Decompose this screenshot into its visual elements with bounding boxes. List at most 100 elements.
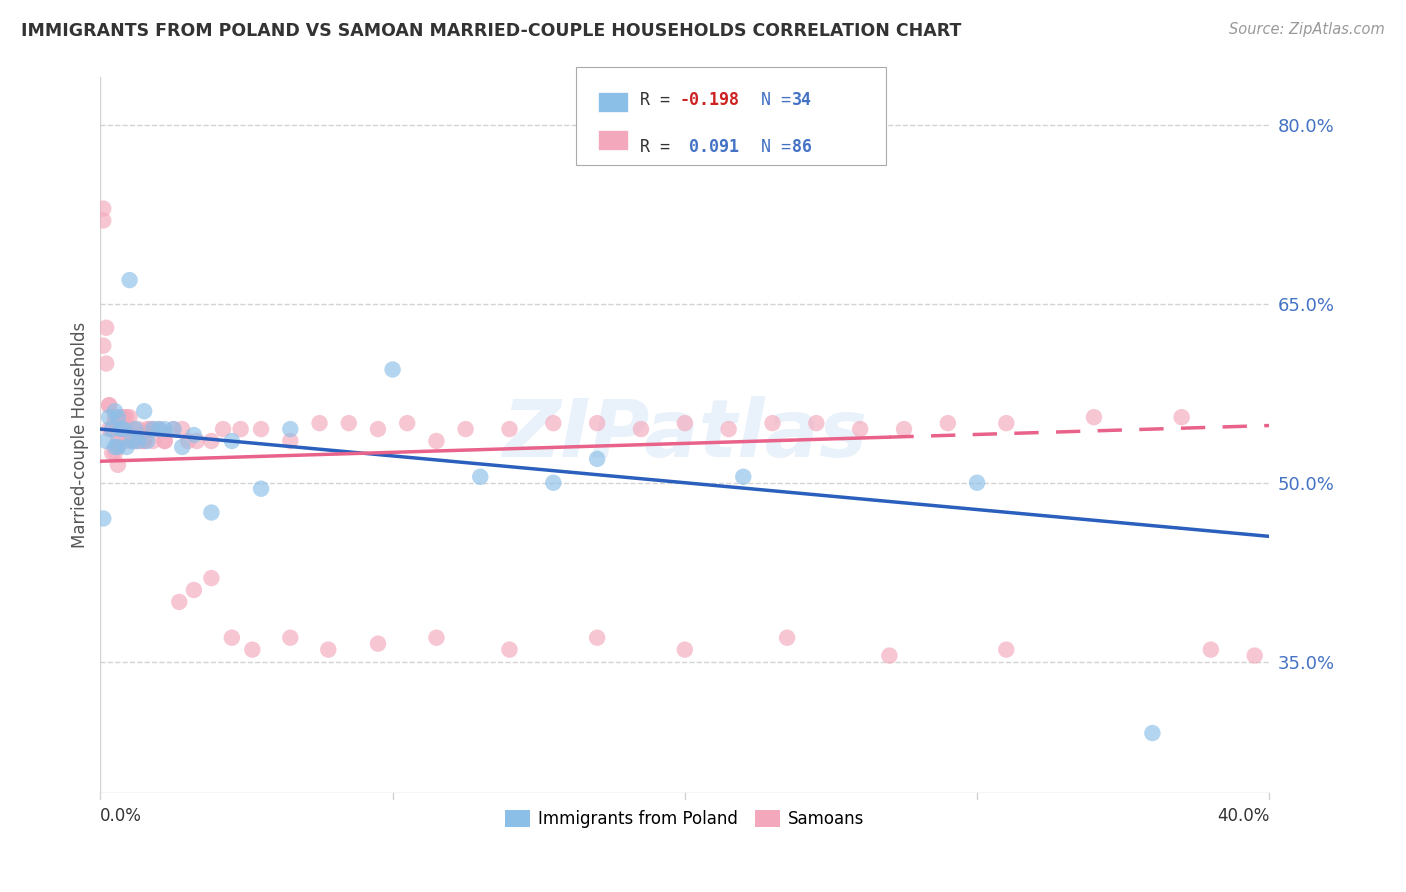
Point [124, 422, 146, 436]
Point [278, 422, 301, 436]
Text: 0.0%: 0.0% [100, 807, 142, 825]
Point [101, 422, 124, 436]
Point [1142, 726, 1164, 740]
Point [396, 416, 419, 430]
Point [101, 446, 124, 460]
Point [91, 511, 114, 525]
Point [308, 416, 330, 430]
Point [733, 469, 755, 483]
Text: 34: 34 [792, 91, 811, 109]
Text: Source: ZipAtlas.com: Source: ZipAtlas.com [1229, 22, 1385, 37]
Point [104, 416, 127, 430]
Point [101, 422, 124, 436]
Point [91, 213, 114, 227]
Point [806, 416, 828, 430]
Point [110, 410, 132, 425]
Point [110, 434, 132, 448]
Point [278, 631, 301, 645]
Point [153, 434, 176, 448]
Text: ZIPatlas: ZIPatlas [502, 396, 868, 474]
Point [129, 434, 152, 448]
Point [316, 642, 339, 657]
Point [183, 428, 205, 442]
Point [148, 422, 170, 436]
Point [1170, 410, 1192, 425]
Point [1243, 648, 1265, 663]
Point [124, 434, 146, 448]
Point [936, 416, 959, 430]
Point [425, 434, 447, 448]
Legend: Immigrants from Poland, Samoans: Immigrants from Poland, Samoans [498, 803, 872, 834]
Text: 86: 86 [792, 138, 811, 156]
Point [96, 320, 118, 334]
Point [200, 571, 222, 585]
Point [200, 506, 222, 520]
Point [586, 451, 609, 466]
Point [127, 434, 149, 448]
Point [153, 422, 176, 436]
Point [893, 422, 915, 436]
Point [673, 642, 696, 657]
Point [966, 475, 988, 490]
Point [172, 422, 194, 436]
Point [543, 475, 565, 490]
Y-axis label: Married-couple Households: Married-couple Households [72, 322, 89, 549]
Point [200, 434, 222, 448]
Point [162, 422, 184, 436]
Point [139, 422, 162, 436]
Point [454, 422, 477, 436]
Point [240, 642, 263, 657]
Point [104, 440, 127, 454]
Point [995, 642, 1018, 657]
Text: -0.198: -0.198 [679, 91, 740, 109]
Point [761, 416, 783, 430]
Point [104, 446, 127, 460]
Point [115, 410, 138, 425]
Point [134, 404, 156, 418]
Point [91, 202, 114, 216]
Point [153, 434, 176, 448]
Text: 40.0%: 40.0% [1218, 807, 1270, 825]
Point [162, 422, 184, 436]
Point [212, 422, 235, 436]
Point [118, 410, 141, 425]
Point [673, 416, 696, 430]
Point [124, 434, 146, 448]
Point [995, 416, 1018, 430]
Point [98, 398, 121, 412]
Point [134, 434, 156, 448]
Point [98, 398, 121, 412]
Point [98, 410, 121, 425]
Point [586, 416, 609, 430]
Point [112, 410, 135, 425]
Point [221, 434, 243, 448]
Point [121, 422, 143, 436]
Point [142, 422, 165, 436]
Point [118, 428, 141, 442]
Point [91, 338, 114, 352]
Point [104, 404, 127, 418]
Point [96, 434, 118, 448]
Point [112, 422, 135, 436]
Text: 0.091: 0.091 [679, 138, 740, 156]
Text: IMMIGRANTS FROM POLAND VS SAMOAN MARRIED-COUPLE HOUSEHOLDS CORRELATION CHART: IMMIGRANTS FROM POLAND VS SAMOAN MARRIED… [21, 22, 962, 40]
Point [142, 434, 165, 448]
Point [381, 362, 404, 376]
Point [172, 440, 194, 454]
Point [186, 434, 208, 448]
Text: N =: N = [741, 91, 801, 109]
Point [250, 422, 273, 436]
Point [136, 422, 159, 436]
Text: R =: R = [640, 138, 679, 156]
Point [107, 410, 129, 425]
Point [112, 422, 135, 436]
Point [112, 422, 135, 436]
Point [107, 440, 129, 454]
Point [221, 631, 243, 645]
Point [498, 422, 520, 436]
Point [498, 642, 520, 657]
Point [337, 416, 360, 430]
Point [776, 631, 799, 645]
Point [127, 422, 149, 436]
Point [879, 648, 901, 663]
